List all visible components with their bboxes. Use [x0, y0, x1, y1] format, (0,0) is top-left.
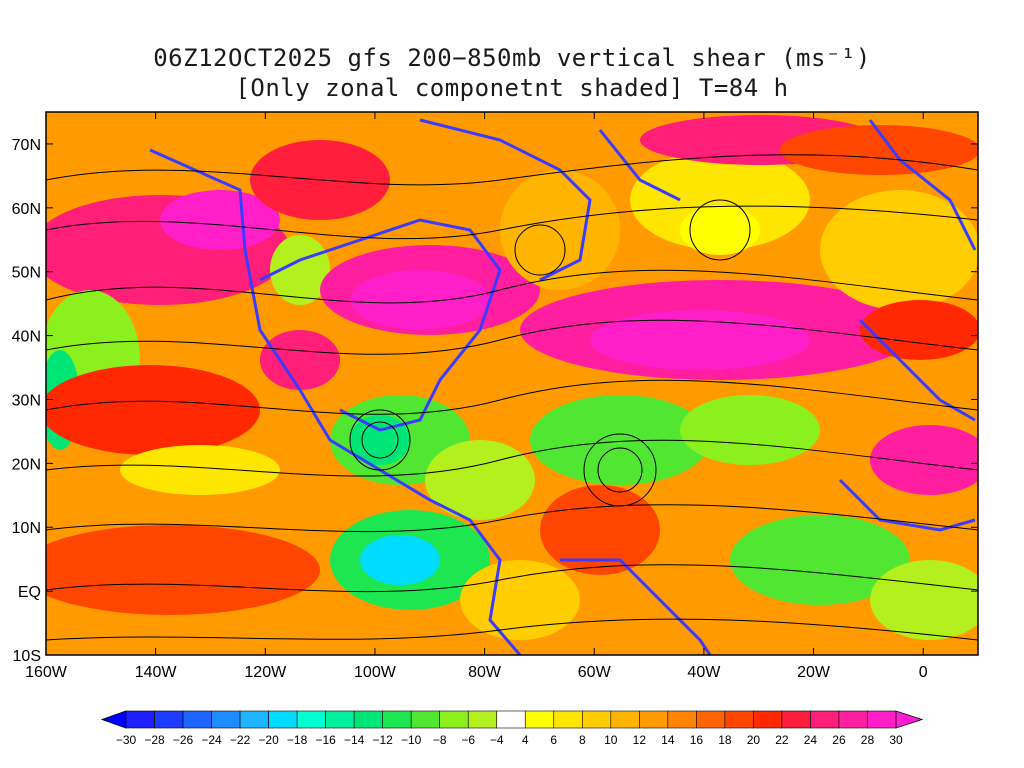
colorbar-label: −6	[461, 733, 475, 747]
shading-layer	[46, 115, 978, 645]
lat-tick-label: 30N	[12, 392, 41, 409]
colorbar-right-arrow	[895, 710, 924, 729]
colorbar-segment	[496, 710, 526, 729]
colorbar-label: −26	[173, 733, 194, 747]
lon-tick-label: 60W	[578, 664, 612, 681]
colorbar-segment	[810, 710, 840, 729]
colorbar-segment	[838, 710, 868, 729]
lon-tick-label: 120W	[244, 664, 287, 681]
colorbar-segment	[639, 710, 669, 729]
colorbar-label: 6	[550, 733, 557, 747]
colorbar-label: −30	[116, 733, 137, 747]
colorbar-label: −18	[287, 733, 308, 747]
colorbar-segment	[325, 710, 355, 729]
colorbar-label: 8	[579, 733, 586, 747]
colorbar-label: 28	[861, 733, 875, 747]
colorbar-segment	[239, 710, 269, 729]
colorbar-segment	[182, 710, 212, 729]
colorbar-label: −12	[372, 733, 393, 747]
colorbar-segment	[553, 710, 583, 729]
lon-tick-label: 20W	[797, 664, 831, 681]
colorbar-segment	[154, 710, 184, 729]
colorbar-segment	[724, 710, 754, 729]
lon-tick-label: 80W	[468, 664, 502, 681]
colorbar-label: 24	[804, 733, 818, 747]
colorbar-segment	[610, 710, 640, 729]
lat-tick-label: 60N	[12, 201, 41, 218]
lat-tick-label: 10N	[12, 520, 41, 537]
colorbar-segment	[781, 710, 811, 729]
colorbar-segment	[382, 710, 412, 729]
colorbar-segment	[439, 710, 469, 729]
lat-tick-label: 20N	[12, 456, 41, 473]
colorbar-label: 30	[889, 733, 903, 747]
colorbar-label: 18	[718, 733, 732, 747]
colorbar-segment	[125, 710, 155, 729]
colorbar-segment	[753, 710, 783, 729]
streamlines	[46, 154, 978, 641]
colorbar-label: −22	[230, 733, 251, 747]
lat-tick-label: 10S	[13, 648, 41, 665]
colorbar-label: −14	[344, 733, 365, 747]
map-field	[46, 112, 978, 655]
colorbar-segment	[296, 710, 326, 729]
lon-tick-label: 0	[919, 664, 928, 681]
colorbar-label: −16	[315, 733, 336, 747]
colorbar-label: −8	[433, 733, 447, 747]
colorbar-label: 16	[690, 733, 704, 747]
colorbar-segment	[524, 710, 555, 729]
coastlines	[149, 118, 977, 655]
colorbar-segment	[667, 710, 697, 729]
colorbar-label: −20	[258, 733, 279, 747]
longitude-axis: 160W 140W 120W 100W 80W 60W 40W 20W 0	[25, 112, 928, 681]
colorbar-label: −24	[201, 733, 222, 747]
lon-tick-label: 140W	[135, 664, 178, 681]
colorbar-label: −28	[144, 733, 165, 747]
chart-subtitle: [Only zonal componetnt shaded] T=84 h	[235, 74, 789, 102]
chart-title: 06Z12OCT2025 gfs 200−850mb vertical shea…	[153, 44, 871, 72]
colorbar-segment	[211, 710, 241, 729]
colorbar-segment	[353, 710, 383, 729]
colorbar-label: 4	[522, 733, 529, 747]
colorbar-segment	[268, 710, 298, 729]
colorbar-label: 22	[775, 733, 789, 747]
colorbar-label: 26	[832, 733, 846, 747]
colorbar-left-arrow	[100, 710, 127, 729]
lat-tick-label: 40N	[12, 329, 41, 346]
lon-tick-label: 100W	[354, 664, 397, 681]
colorbar-label: −10	[401, 733, 422, 747]
lon-tick-label: 160W	[25, 664, 68, 681]
colorbar-label: 14	[661, 733, 675, 747]
colorbar-segment	[467, 710, 498, 729]
latitude-axis: 70N 60N 50N 40N 30N 20N 10N EQ 10S	[12, 137, 978, 665]
lon-tick-label: 40W	[687, 664, 721, 681]
lat-tick-label: EQ	[18, 584, 41, 601]
lat-tick-label: 50N	[12, 265, 41, 282]
map-frame	[45, 111, 979, 656]
colorbar-label: 12	[633, 733, 647, 747]
colorbar-label: −4	[490, 733, 504, 747]
colorbar-segment	[410, 710, 441, 729]
colorbar-segment	[581, 710, 612, 729]
colorbar-label: 20	[747, 733, 761, 747]
colorbar-segment	[867, 710, 897, 729]
colorbar-label: 10	[604, 733, 618, 747]
colorbar: −30 −28 −26 −24 −22 −20 −18 −16 −14 −12 −10 −8 −6 −4 4…	[100, 710, 924, 747]
lat-tick-label: 70N	[12, 137, 41, 154]
colorbar-segment	[696, 710, 726, 729]
